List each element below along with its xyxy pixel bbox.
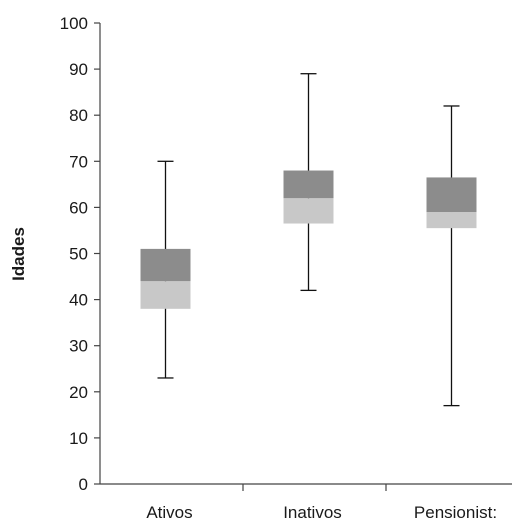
box-ativos — [140, 160, 191, 379]
y-tick-label: 80 — [69, 106, 88, 125]
box-upper-median-q3 — [426, 177, 477, 213]
x-tick-label: Inativos — [283, 503, 342, 522]
y-axis-title: Idades — [9, 227, 28, 281]
y-tick-label: 10 — [69, 429, 88, 448]
x-tick-group: Ativos Inativos Pensionist: — [146, 484, 497, 522]
box-pensionist- — [426, 105, 477, 407]
y-tick-group: 0 10 20 30 40 50 60 70 80 90 100 — [60, 14, 100, 494]
x-tick-label: Pensionist: — [414, 503, 497, 522]
y-tick-label: 0 — [79, 475, 88, 494]
y-tick-label: 20 — [69, 383, 88, 402]
y-tick-label: 50 — [69, 245, 88, 264]
y-axis: 0 10 20 30 40 50 60 70 80 90 100 — [60, 14, 101, 494]
y-tick-label: 100 — [60, 14, 88, 33]
box-group — [140, 73, 477, 407]
y-tick-label: 60 — [69, 198, 88, 217]
box-upper-median-q3 — [283, 170, 334, 199]
box-inativos — [283, 73, 334, 292]
x-tick-label: Ativos — [146, 503, 192, 522]
x-axis: Ativos Inativos Pensionist: — [100, 483, 512, 522]
box-lower-q1-median — [426, 212, 477, 229]
box-lower-q1-median — [283, 198, 334, 224]
y-tick-label: 30 — [69, 337, 88, 356]
y-tick-label: 40 — [69, 291, 88, 310]
box-upper-median-q3 — [140, 248, 191, 282]
box-lower-q1-median — [140, 281, 191, 309]
y-tick-label: 90 — [69, 60, 88, 79]
y-tick-label: 70 — [69, 152, 88, 171]
